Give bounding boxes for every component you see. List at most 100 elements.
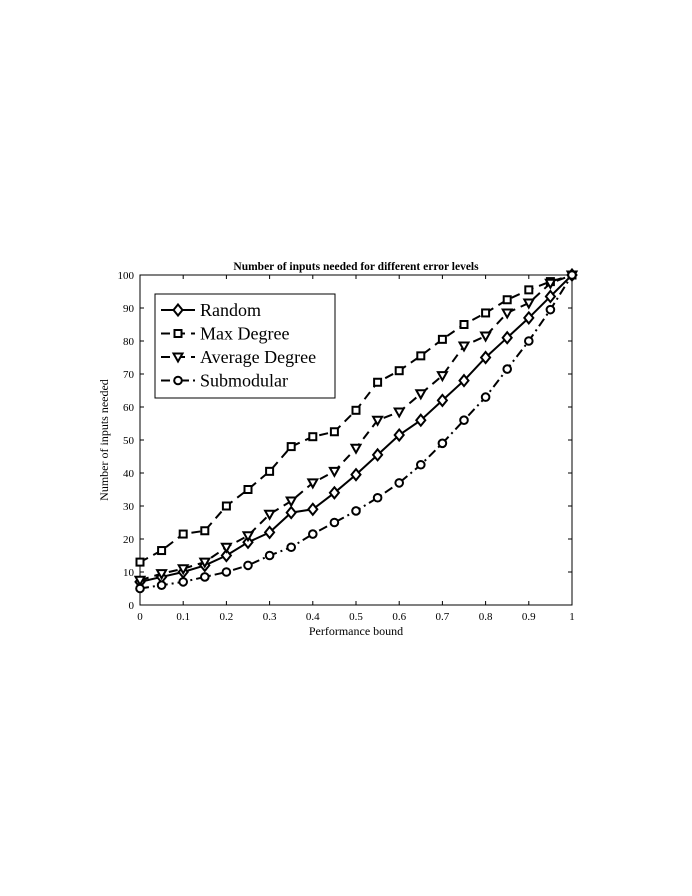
data-point-max-degree — [329, 427, 339, 437]
y-tick-label: 90 — [123, 303, 135, 315]
data-point-max-degree — [416, 351, 426, 361]
x-tick-label: 0.3 — [263, 611, 277, 623]
data-point-max-degree — [308, 432, 318, 442]
series-submodular — [135, 270, 577, 594]
data-point-random — [307, 502, 319, 517]
data-point-random — [242, 535, 254, 550]
data-point-submodular — [567, 270, 577, 280]
data-point-random — [328, 485, 341, 500]
data-point-random — [350, 467, 362, 482]
data-point-max-degree — [459, 320, 469, 329]
data-point-submodular — [437, 438, 448, 449]
data-point-average-degree — [371, 415, 384, 427]
y-tick-label: 10 — [123, 567, 135, 579]
data-point-max-degree — [394, 366, 404, 376]
data-point-average-degree — [414, 389, 428, 401]
legend-marker-random — [172, 302, 184, 318]
data-point-average-degree — [328, 466, 341, 478]
y-tick-label: 70 — [123, 369, 135, 381]
data-point-submodular — [394, 478, 405, 488]
data-point-submodular — [416, 459, 426, 470]
data-point-max-degree — [135, 557, 145, 567]
data-point-submodular — [200, 572, 210, 582]
data-point-average-degree — [522, 298, 536, 310]
legend-label-max-degree: Max Degree — [200, 324, 289, 344]
x-tick-label: 0.6 — [392, 611, 406, 623]
data-point-max-degree — [481, 308, 491, 318]
y-tick-label: 30 — [123, 501, 135, 513]
y-tick-label: 80 — [123, 336, 135, 348]
data-point-average-degree — [263, 509, 276, 521]
data-point-random — [479, 350, 492, 365]
series-random — [134, 267, 578, 589]
legend-marker-average-degree — [171, 352, 185, 364]
data-point-max-degree — [221, 501, 231, 511]
x-tick-label: 0.5 — [349, 611, 363, 623]
data-point-submodular — [286, 542, 297, 553]
legend-marker-submodular — [173, 375, 183, 386]
series-layer — [133, 267, 579, 594]
data-point-random — [415, 413, 427, 428]
data-point-submodular — [221, 567, 232, 577]
x-tick-label: 0.1 — [176, 611, 190, 623]
data-point-average-degree — [220, 542, 233, 554]
data-point-max-degree — [437, 334, 447, 344]
data-point-average-degree — [241, 531, 255, 543]
data-point-random — [371, 447, 384, 462]
legend-marker-max-degree — [173, 329, 183, 338]
x-tick-label: 0.4 — [306, 611, 320, 623]
y-tick-label: 40 — [123, 468, 135, 480]
y-tick-label: 60 — [123, 402, 135, 414]
data-point-submodular — [329, 517, 340, 528]
data-point-random — [458, 373, 470, 388]
data-point-submodular — [264, 550, 275, 561]
data-point-random — [501, 330, 513, 345]
data-point-random — [436, 393, 449, 408]
data-point-submodular — [351, 506, 361, 516]
data-point-average-degree — [198, 557, 212, 569]
data-point-average-degree — [544, 278, 557, 290]
data-point-average-degree — [284, 496, 298, 508]
data-point-max-degree — [373, 377, 383, 387]
y-tick-label: 100 — [118, 270, 135, 282]
legend-label-random: Random — [200, 300, 261, 320]
axis-ticks: 0 0.1 0.2 0.3 0.4 0.5 0.6 0.7 0.8 0.9 101020304050… — [118, 270, 575, 623]
x-tick-label: 1 — [569, 611, 575, 623]
y-tick-label: 20 — [123, 534, 135, 546]
data-point-submodular — [135, 583, 145, 594]
x-tick-label: 0 — [137, 611, 143, 623]
data-point-submodular — [524, 336, 534, 346]
data-point-max-degree — [502, 295, 512, 305]
y-tick-label: 50 — [123, 435, 135, 447]
legend-label-average-degree: Average Degree — [200, 347, 316, 367]
data-point-random — [393, 427, 405, 443]
data-point-submodular — [308, 529, 318, 539]
data-point-random — [220, 548, 233, 563]
data-point-submodular — [156, 580, 167, 591]
data-point-submodular — [372, 492, 383, 503]
data-point-max-degree — [200, 526, 210, 536]
x-tick-label: 0.9 — [522, 611, 536, 623]
data-point-average-degree — [392, 407, 406, 419]
data-point-average-degree — [176, 564, 190, 576]
data-point-submodular — [502, 364, 513, 374]
data-point-average-degree — [306, 478, 320, 490]
legend: Random Max Degree Average Degree Submodular — [154, 293, 336, 399]
data-point-average-degree — [349, 443, 363, 455]
x-tick-label: 0.7 — [436, 611, 450, 623]
data-point-submodular — [243, 560, 253, 571]
chart-title: Number of inputs needed for different er… — [233, 261, 479, 273]
data-point-average-degree — [500, 308, 514, 320]
data-point-max-degree — [243, 485, 253, 494]
data-point-average-degree — [436, 371, 449, 383]
data-point-random — [263, 525, 276, 540]
data-point-max-degree — [524, 285, 534, 295]
data-point-max-degree — [286, 442, 296, 452]
legend-label-submodular: Submodular — [200, 371, 288, 391]
data-point-submodular — [178, 577, 188, 587]
data-point-submodular — [480, 392, 491, 402]
data-point-random — [285, 505, 297, 520]
series-average-degree — [133, 270, 579, 587]
data-point-max-degree — [157, 546, 167, 556]
